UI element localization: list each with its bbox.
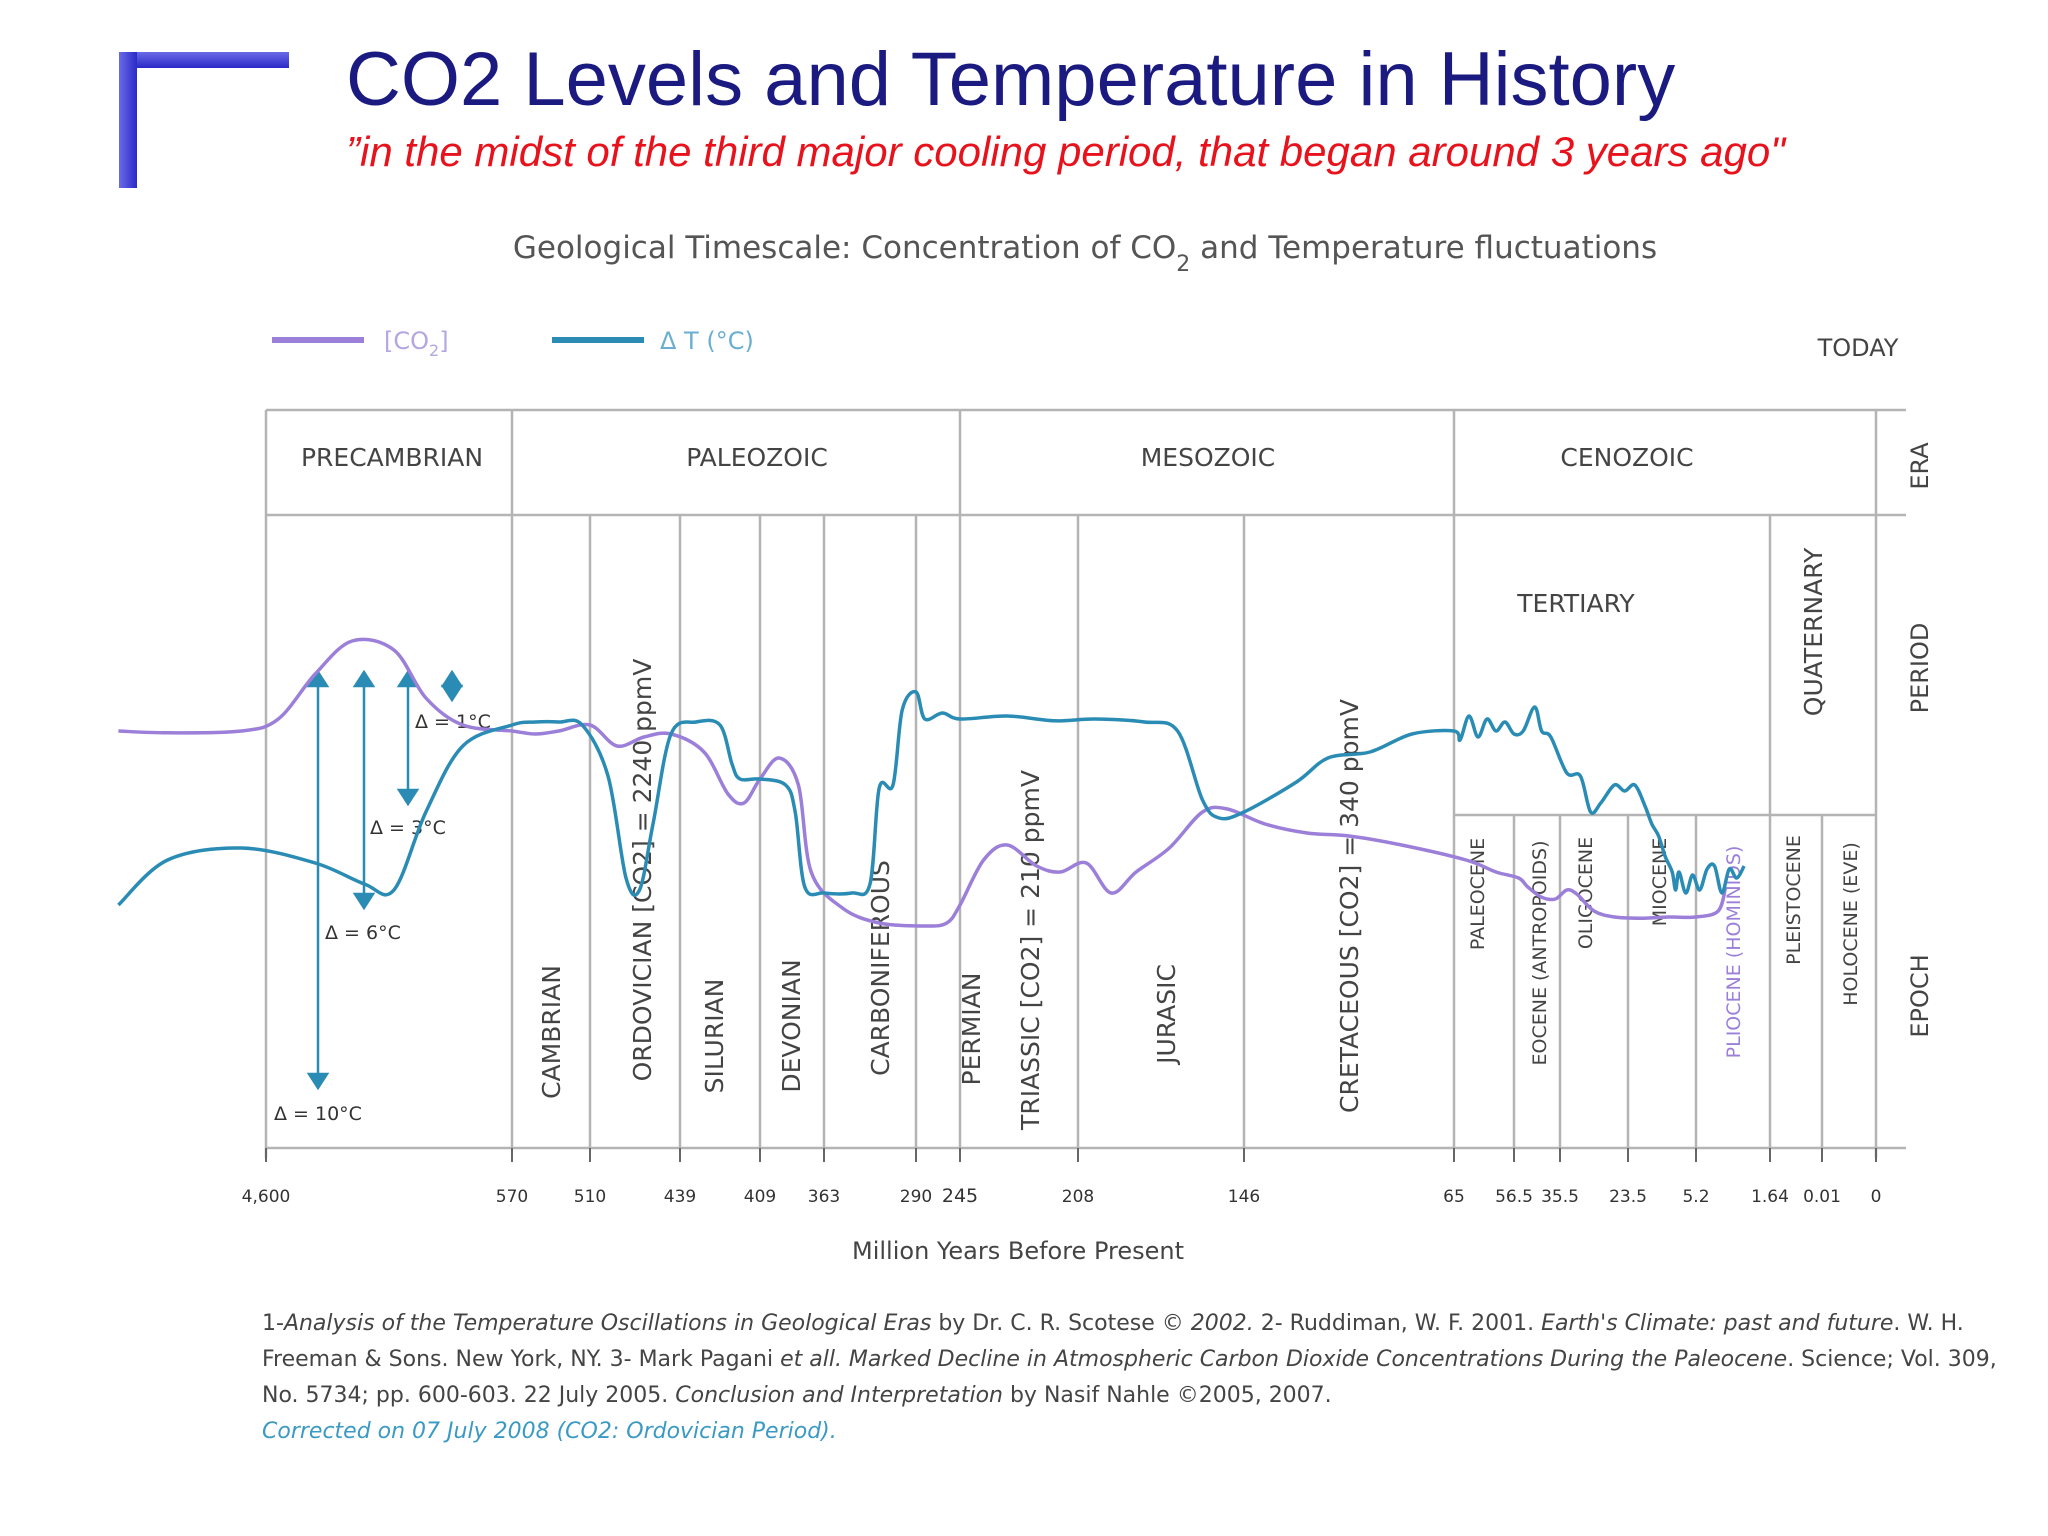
x-tick-label: 35.5	[1541, 1187, 1579, 1207]
x-tick-label: 4,600	[242, 1187, 291, 1207]
x-tick-label: 439	[664, 1187, 696, 1207]
footnote-italic-5: Conclusion and Interpretation	[675, 1383, 1003, 1408]
epoch-dividers	[1512, 815, 1824, 1148]
footnote-text-3: 2- Ruddiman, W. F. 2001.	[1253, 1311, 1542, 1336]
x-axis-ticks: 4,600 570 510 439 409 363 290 245 208 146 65 56.5 35…	[242, 1148, 1882, 1207]
x-tick-label: 1.64	[1751, 1187, 1789, 1207]
slide-title: CO2 Levels and Temperature in History	[346, 37, 1676, 122]
period-label-cambrian: CAMBRIAN	[537, 965, 566, 1099]
era-label-cenozoic: CENOZOIC	[1560, 443, 1693, 472]
today-label: TODAY	[1817, 334, 1899, 362]
period-label-devonian: DEVONIAN	[777, 959, 806, 1092]
x-tick-label: 290	[900, 1187, 932, 1207]
footnote-italic-2: 2002.	[1190, 1311, 1254, 1336]
legend-temp-label: Δ T (°C)	[660, 327, 754, 355]
x-tick-label: 363	[808, 1187, 840, 1207]
period-label-cretaceous: CRETACEOUS [CO2] = 340 ppmV	[1335, 699, 1364, 1113]
slide-corner-bar-horizontal	[119, 52, 289, 68]
x-tick-label: 245	[942, 1185, 978, 1207]
delta-arrow-head-down-0	[306, 1072, 330, 1091]
delta-label-10c: Δ = 10°C	[274, 1103, 362, 1125]
x-tick-label: 56.5	[1495, 1187, 1533, 1207]
x-tick-label: 510	[574, 1187, 606, 1207]
x-tick-label: 208	[1062, 1187, 1094, 1207]
period-label-jurasic: JURASIC	[1152, 964, 1181, 1066]
series-line-co2	[118, 637, 1728, 928]
row-label-epoch: EPOCH	[1906, 954, 1934, 1037]
row-label-era: ERA	[1906, 442, 1934, 490]
x-tick-label: 23.5	[1609, 1187, 1647, 1207]
footnote-italic-1: Analysis of the Temperature Oscillations…	[283, 1311, 932, 1336]
x-tick-label: 5.2	[1682, 1187, 1709, 1207]
epoch-label-eocene: EOCENE (ANTROPOIDS)	[1529, 841, 1551, 1066]
era-label-precambrian: PRECAMBRIAN	[301, 443, 483, 472]
epoch-label-pleistocene: PLEISTOCENE	[1783, 835, 1805, 965]
delta-label-3c: Δ = 3°C	[370, 817, 446, 839]
epoch-label-miocene: MIOCENE	[1649, 838, 1671, 926]
x-tick-label: 65	[1443, 1187, 1465, 1207]
footnote-italic-4: et all. Marked Decline in Atmospheric Ca…	[780, 1347, 1788, 1372]
delta-label-6c: Δ = 6°C	[325, 922, 401, 944]
delta-arrow-head-down-1	[352, 892, 376, 911]
delta-arrow-head-up-0	[306, 669, 330, 688]
series-line-temp	[117, 689, 1746, 907]
epoch-label-paleocene: PALEOCENE	[1467, 838, 1489, 950]
footnote-text-4: . W. H. Freeman & Sons. New York, NY. 3-…	[262, 1311, 1964, 1372]
period-label-silurian: SILURIAN	[700, 979, 729, 1094]
era-dividers	[510, 410, 1456, 1148]
delta-arrow-head-down-3	[440, 684, 464, 703]
delta-arrow-head-up-1	[352, 669, 376, 688]
x-tick-label: 0.01	[1803, 1187, 1841, 1207]
footnote-text-6: by Nasif Nahle ©2005, 2007.	[1002, 1383, 1332, 1408]
footnote-corrected-note: Corrected on 07 July 2008 (CO2: Ordovici…	[262, 1419, 837, 1444]
delta-arrow-head-up-3	[440, 669, 464, 688]
delta-arrow-head-down-2	[396, 788, 420, 807]
delta-arrows	[306, 669, 464, 1091]
footnote-text-5: . Science; Vol. 309, No. 5734; pp. 600-6…	[262, 1347, 1997, 1408]
period-label-quaternary: QUATERNARY	[1799, 547, 1828, 716]
era-label-mesozoic: MESOZOIC	[1141, 443, 1276, 472]
chart-title: Geological Timescale: Concentration of C…	[513, 230, 1657, 277]
footnote-italic-3: Earth's Climate: past and future	[1541, 1311, 1894, 1336]
era-label-paleozoic: PALEOZOIC	[686, 443, 828, 472]
geological-chart: Geological Timescale: Concentration of C…	[117, 230, 1934, 1265]
legend-co2-label: [CO2]	[384, 327, 449, 360]
period-dividers	[588, 515, 1772, 1148]
period-label-tertiary: TERTIARY	[1516, 589, 1635, 618]
period-label-permian: PERMIAN	[957, 973, 986, 1086]
slide-corner-bar-vertical	[119, 52, 137, 188]
period-label-ordovician: ORDOVICIAN [CO2] = 2240 ppmV	[628, 659, 657, 1082]
x-axis-title: Million Years Before Present	[852, 1237, 1184, 1265]
epoch-label-pliocene: PLIOCENE (HOMINIDS)	[1723, 846, 1745, 1059]
x-tick-label: 146	[1228, 1187, 1260, 1207]
epoch-label-holocene: HOLOCENE (EVE)	[1840, 842, 1862, 1005]
footnote-text-1: 1-	[262, 1311, 284, 1336]
x-tick-label: 0	[1871, 1187, 1882, 1207]
slide-subtitle: ”in the midst of the third major cooling…	[346, 128, 1786, 175]
chart-frame	[264, 408, 1906, 1158]
period-label-triassic: TRIASSIC [CO2] = 210 ppmV	[1016, 770, 1045, 1131]
footnote-text-2: by Dr. C. R. Scotese ©	[931, 1311, 1191, 1336]
epoch-label-oligocene: OLIGOCENE	[1575, 837, 1597, 949]
x-tick-label: 409	[744, 1187, 776, 1207]
x-tick-label: 570	[496, 1187, 528, 1207]
citation-footnote: 1-Analysis of the Temperature Oscillatio…	[262, 1306, 2002, 1450]
row-label-period: PERIOD	[1906, 623, 1934, 714]
period-label-carboniferous: CARBONIFEROUS	[866, 860, 895, 1076]
